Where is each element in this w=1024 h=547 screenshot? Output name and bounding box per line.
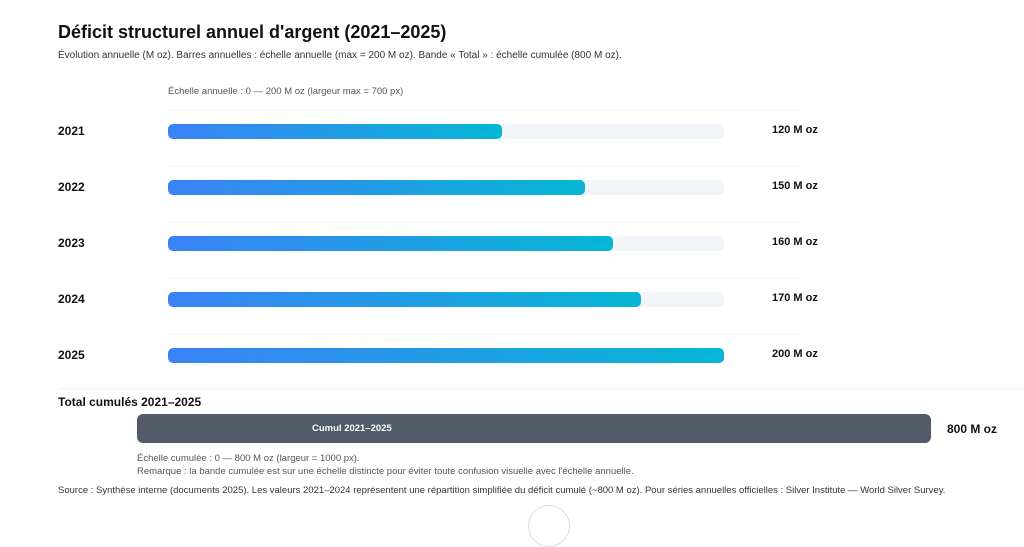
row-separator [168,278,800,279]
year-label: 2025 [58,348,85,362]
bar-track [168,292,724,307]
total-title: Total cumulés 2021–2025 [58,395,202,409]
row-separator [168,334,800,335]
cumulative-value-label: 800 M oz [947,422,998,436]
value-label: 150 M oz [772,180,818,192]
bar-row: 2021 120 M oz [58,110,838,166]
year-label: 2023 [58,236,85,250]
year-label: 2021 [58,124,85,138]
bar-row: 2024 170 M oz [58,278,838,334]
year-label: 2022 [58,180,85,194]
chart-title: Déficit structurel annuel d'argent (2021… [58,22,447,42]
bar [168,236,613,251]
bar-track [168,124,724,139]
annual-scale-note: Échelle annuelle : 0 — 200 M oz (largeur… [168,86,404,97]
scroll-button[interactable] [528,505,570,547]
cumulative-remark: Remarque : la bande cumulée est sur une … [137,466,634,477]
cumulative-bar-label: Cumul 2021–2025 [312,423,392,434]
bar [168,348,724,363]
bar [168,124,502,139]
bar-row: 2022 150 M oz [58,166,838,222]
source-note: Source : Synthèse interne (documents 202… [58,485,946,496]
value-label: 120 M oz [772,124,818,136]
bar-track [168,348,724,363]
value-label: 160 M oz [772,236,818,248]
value-label: 170 M oz [772,292,818,304]
row-separator [168,110,800,111]
bar [168,180,585,195]
row-separator [168,166,800,167]
bar [168,292,641,307]
cumulative-bar: Cumul 2021–2025 [137,414,931,443]
year-label: 2024 [58,292,85,306]
bar-row: 2023 160 M oz [58,222,838,278]
cumulative-scale-note: Échelle cumulée : 0 — 800 M oz (largeur … [137,453,360,464]
divider [58,388,1024,389]
bar-row: 2025 200 M oz [58,334,838,390]
bar-track [168,236,724,251]
bar-track [168,180,724,195]
chart-subtitle: Évolution annuelle (M oz). Barres annuel… [58,50,622,61]
value-label: 200 M oz [772,348,818,360]
row-separator [168,222,800,223]
